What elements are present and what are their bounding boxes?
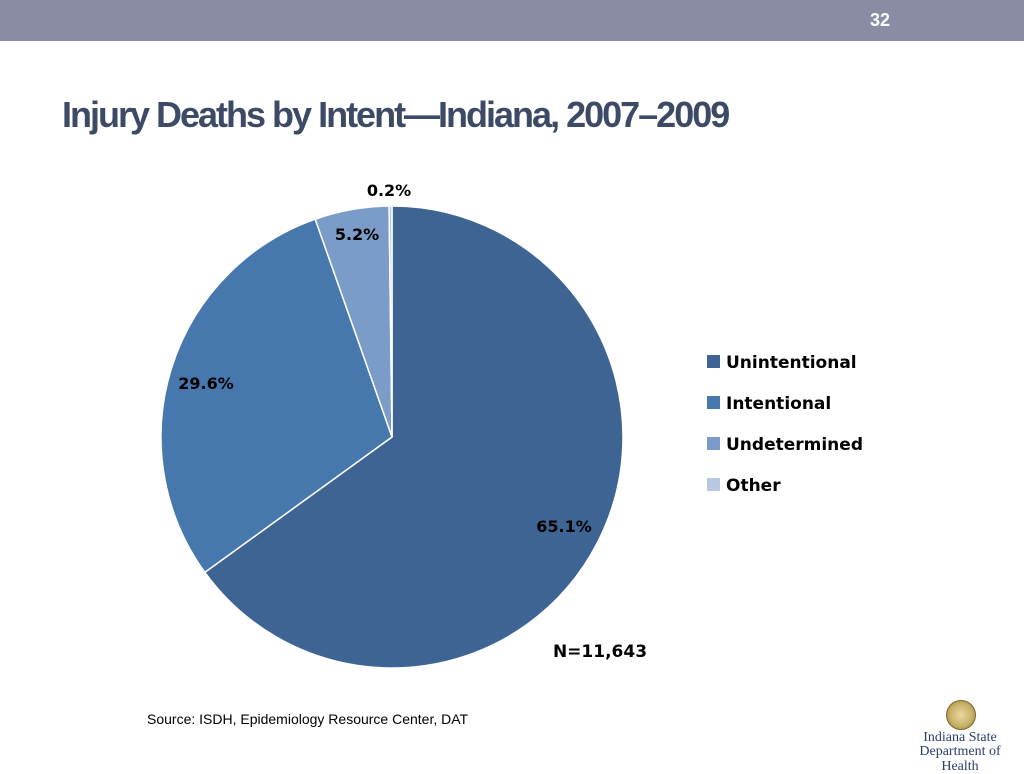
chart-legend: Unintentional Intentional Undetermined Othe… [707, 353, 863, 496]
legend-swatch-unintentional [707, 355, 720, 368]
state-seal-icon [946, 700, 976, 730]
legend-swatch-other [707, 478, 720, 491]
top-bar: 32 [0, 0, 1024, 41]
pie-slices [160, 205, 624, 669]
legend-label-other: Other [726, 476, 781, 496]
legend-label-unintentional: Unintentional [726, 353, 857, 373]
legend-label-intentional: Intentional [726, 394, 831, 414]
data-label-intentional: 29.6% [178, 374, 234, 393]
slide-title: Injury Deaths by Intent—Indiana, 2007–20… [62, 94, 730, 135]
pie-chart: 65.1% 29.6% 5.2% 0.2% Unintentional Intentio… [160, 181, 863, 669]
legend-label-undetermined: Undetermined [726, 435, 863, 455]
source-note: Source: ISDH, Epidemiology Resource Cent… [147, 711, 469, 727]
pie-slice-other [388, 205, 393, 438]
slide-number: 32 [869, 10, 890, 30]
logo-text-line1: Indiana State [923, 730, 997, 745]
data-label-undetermined: 5.2% [335, 225, 379, 244]
logo-text-line2: Department of Health [919, 744, 1001, 774]
pie-data-labels: 65.1% 29.6% 5.2% 0.2% [178, 181, 592, 536]
legend-swatch-intentional [707, 396, 720, 409]
pie-slice-intentional [160, 218, 393, 574]
isdh-logo: Indiana State Department of Health [902, 700, 1018, 774]
legend-swatch-undetermined [707, 437, 720, 450]
data-label-unintentional: 65.1% [536, 517, 592, 536]
data-label-other: 0.2% [367, 181, 411, 200]
pie-slice-unintentional [203, 205, 624, 669]
sample-size-annotation: N=11,643 [553, 642, 647, 662]
